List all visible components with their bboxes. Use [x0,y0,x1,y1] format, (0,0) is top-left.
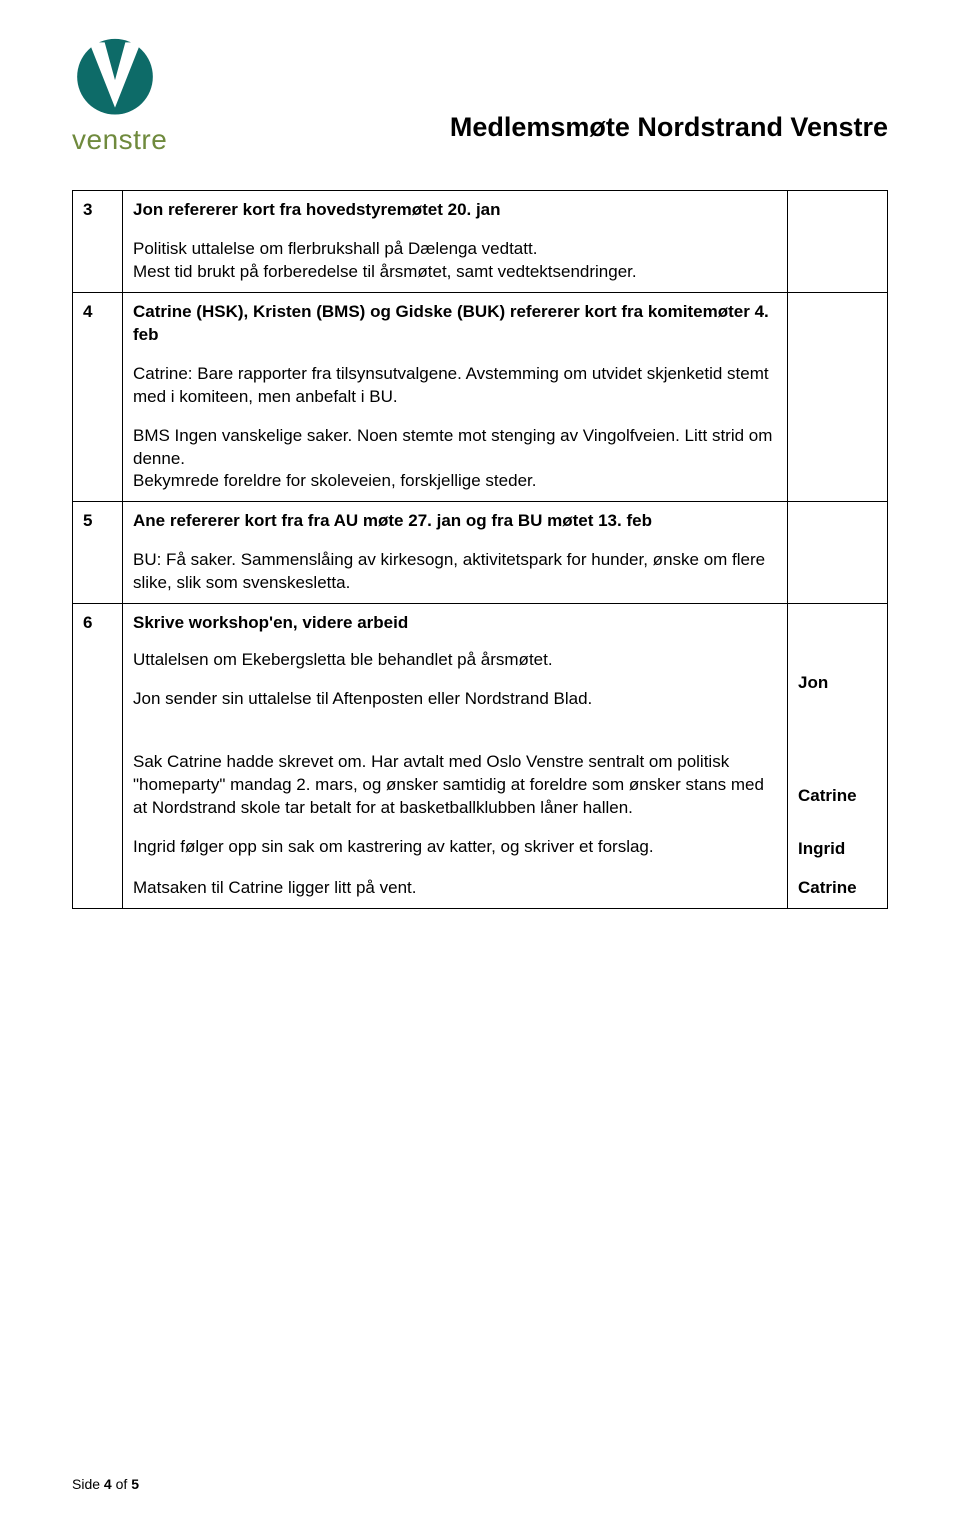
table-row: Ingrid følger opp sin sak om kastrering … [73,828,888,869]
row-text: Uttalelsen om Ekebergsletta ble behandle… [133,649,777,672]
row-number: 6 [73,604,123,909]
row-text: Catrine: Bare rapporter fra tilsynsutval… [133,363,777,409]
row-number: 5 [73,502,123,604]
responsible-name: Ingrid [798,839,845,858]
row-responsible: Jon [788,604,888,719]
row-text: Jon sender sin uttalelse til Aftenposten… [133,688,777,711]
row-content: Skrive workshop'en, videre arbeid Uttale… [123,604,788,719]
page-footer: Side 4 of 5 [72,1476,139,1492]
table-row: Matsaken til Catrine ligger litt på vent… [73,869,888,908]
table-row: 6 Skrive workshop'en, videre arbeid Utta… [73,604,888,719]
responsible-name: Jon [798,673,828,692]
page: venstre Medlemsmøte Nordstrand Venstre 3… [0,0,960,933]
row-content: Sak Catrine hadde skrevet om. Har avtalt… [123,719,788,828]
row-responsible [788,502,888,604]
table-row: 4 Catrine (HSK), Kristen (BMS) og Gidske… [73,292,888,502]
row-number: 4 [73,292,123,502]
row-title: Jon refererer kort fra hovedstyremøtet 2… [133,199,777,222]
row-text: BMS Ingen vanskelige saker. Noen stemte … [133,426,772,468]
row-text: Sak Catrine hadde skrevet om. Har avtalt… [133,751,777,820]
row-responsible: Catrine [788,869,888,908]
row-responsible: Catrine [788,719,888,828]
table-row: Sak Catrine hadde skrevet om. Har avtalt… [73,719,888,828]
row-text: Politisk uttalelse om flerbrukshall på D… [133,239,537,258]
row-text: Bekymrede foreldre for skoleveien, forsk… [133,471,536,490]
page-header: venstre Medlemsmøte Nordstrand Venstre [72,32,888,156]
row-text: BU: Få saker. Sammenslåing av kirkesogn,… [133,549,777,595]
row-text: Mest tid brukt på forberedelse til årsmø… [133,262,637,281]
agenda-table: 3 Jon refererer kort fra hovedstyremøtet… [72,190,888,909]
row-text: Matsaken til Catrine ligger litt på vent… [133,877,777,900]
row-title: Catrine (HSK), Kristen (BMS) og Gidske (… [133,301,777,347]
logo: venstre [72,32,167,156]
row-responsible [788,292,888,502]
logo-text: venstre [72,124,167,156]
row-text: Ingrid følger opp sin sak om kastrering … [133,836,777,859]
row-content: Catrine (HSK), Kristen (BMS) og Gidske (… [123,292,788,502]
footer-page-num: 4 [104,1476,112,1492]
footer-of: of [112,1476,131,1492]
row-title: Skrive workshop'en, videre arbeid [133,612,777,635]
document-title: Medlemsmøte Nordstrand Venstre [450,112,888,143]
row-content: Ane refererer kort fra fra AU møte 27. j… [123,502,788,604]
row-title: Ane refererer kort fra fra AU møte 27. j… [133,510,777,533]
row-responsible [788,191,888,293]
table-row: 3 Jon refererer kort fra hovedstyremøtet… [73,191,888,293]
row-responsible: Ingrid [788,828,888,869]
logo-icon [72,32,158,118]
row-content: Matsaken til Catrine ligger litt på vent… [123,869,788,908]
table-row: 5 Ane refererer kort fra fra AU møte 27.… [73,502,888,604]
footer-prefix: Side [72,1476,104,1492]
responsible-name: Catrine [798,878,857,897]
row-content: Ingrid følger opp sin sak om kastrering … [123,828,788,869]
responsible-name: Catrine [798,786,857,805]
row-number: 3 [73,191,123,293]
row-content: Jon refererer kort fra hovedstyremøtet 2… [123,191,788,293]
footer-total: 5 [131,1476,139,1492]
